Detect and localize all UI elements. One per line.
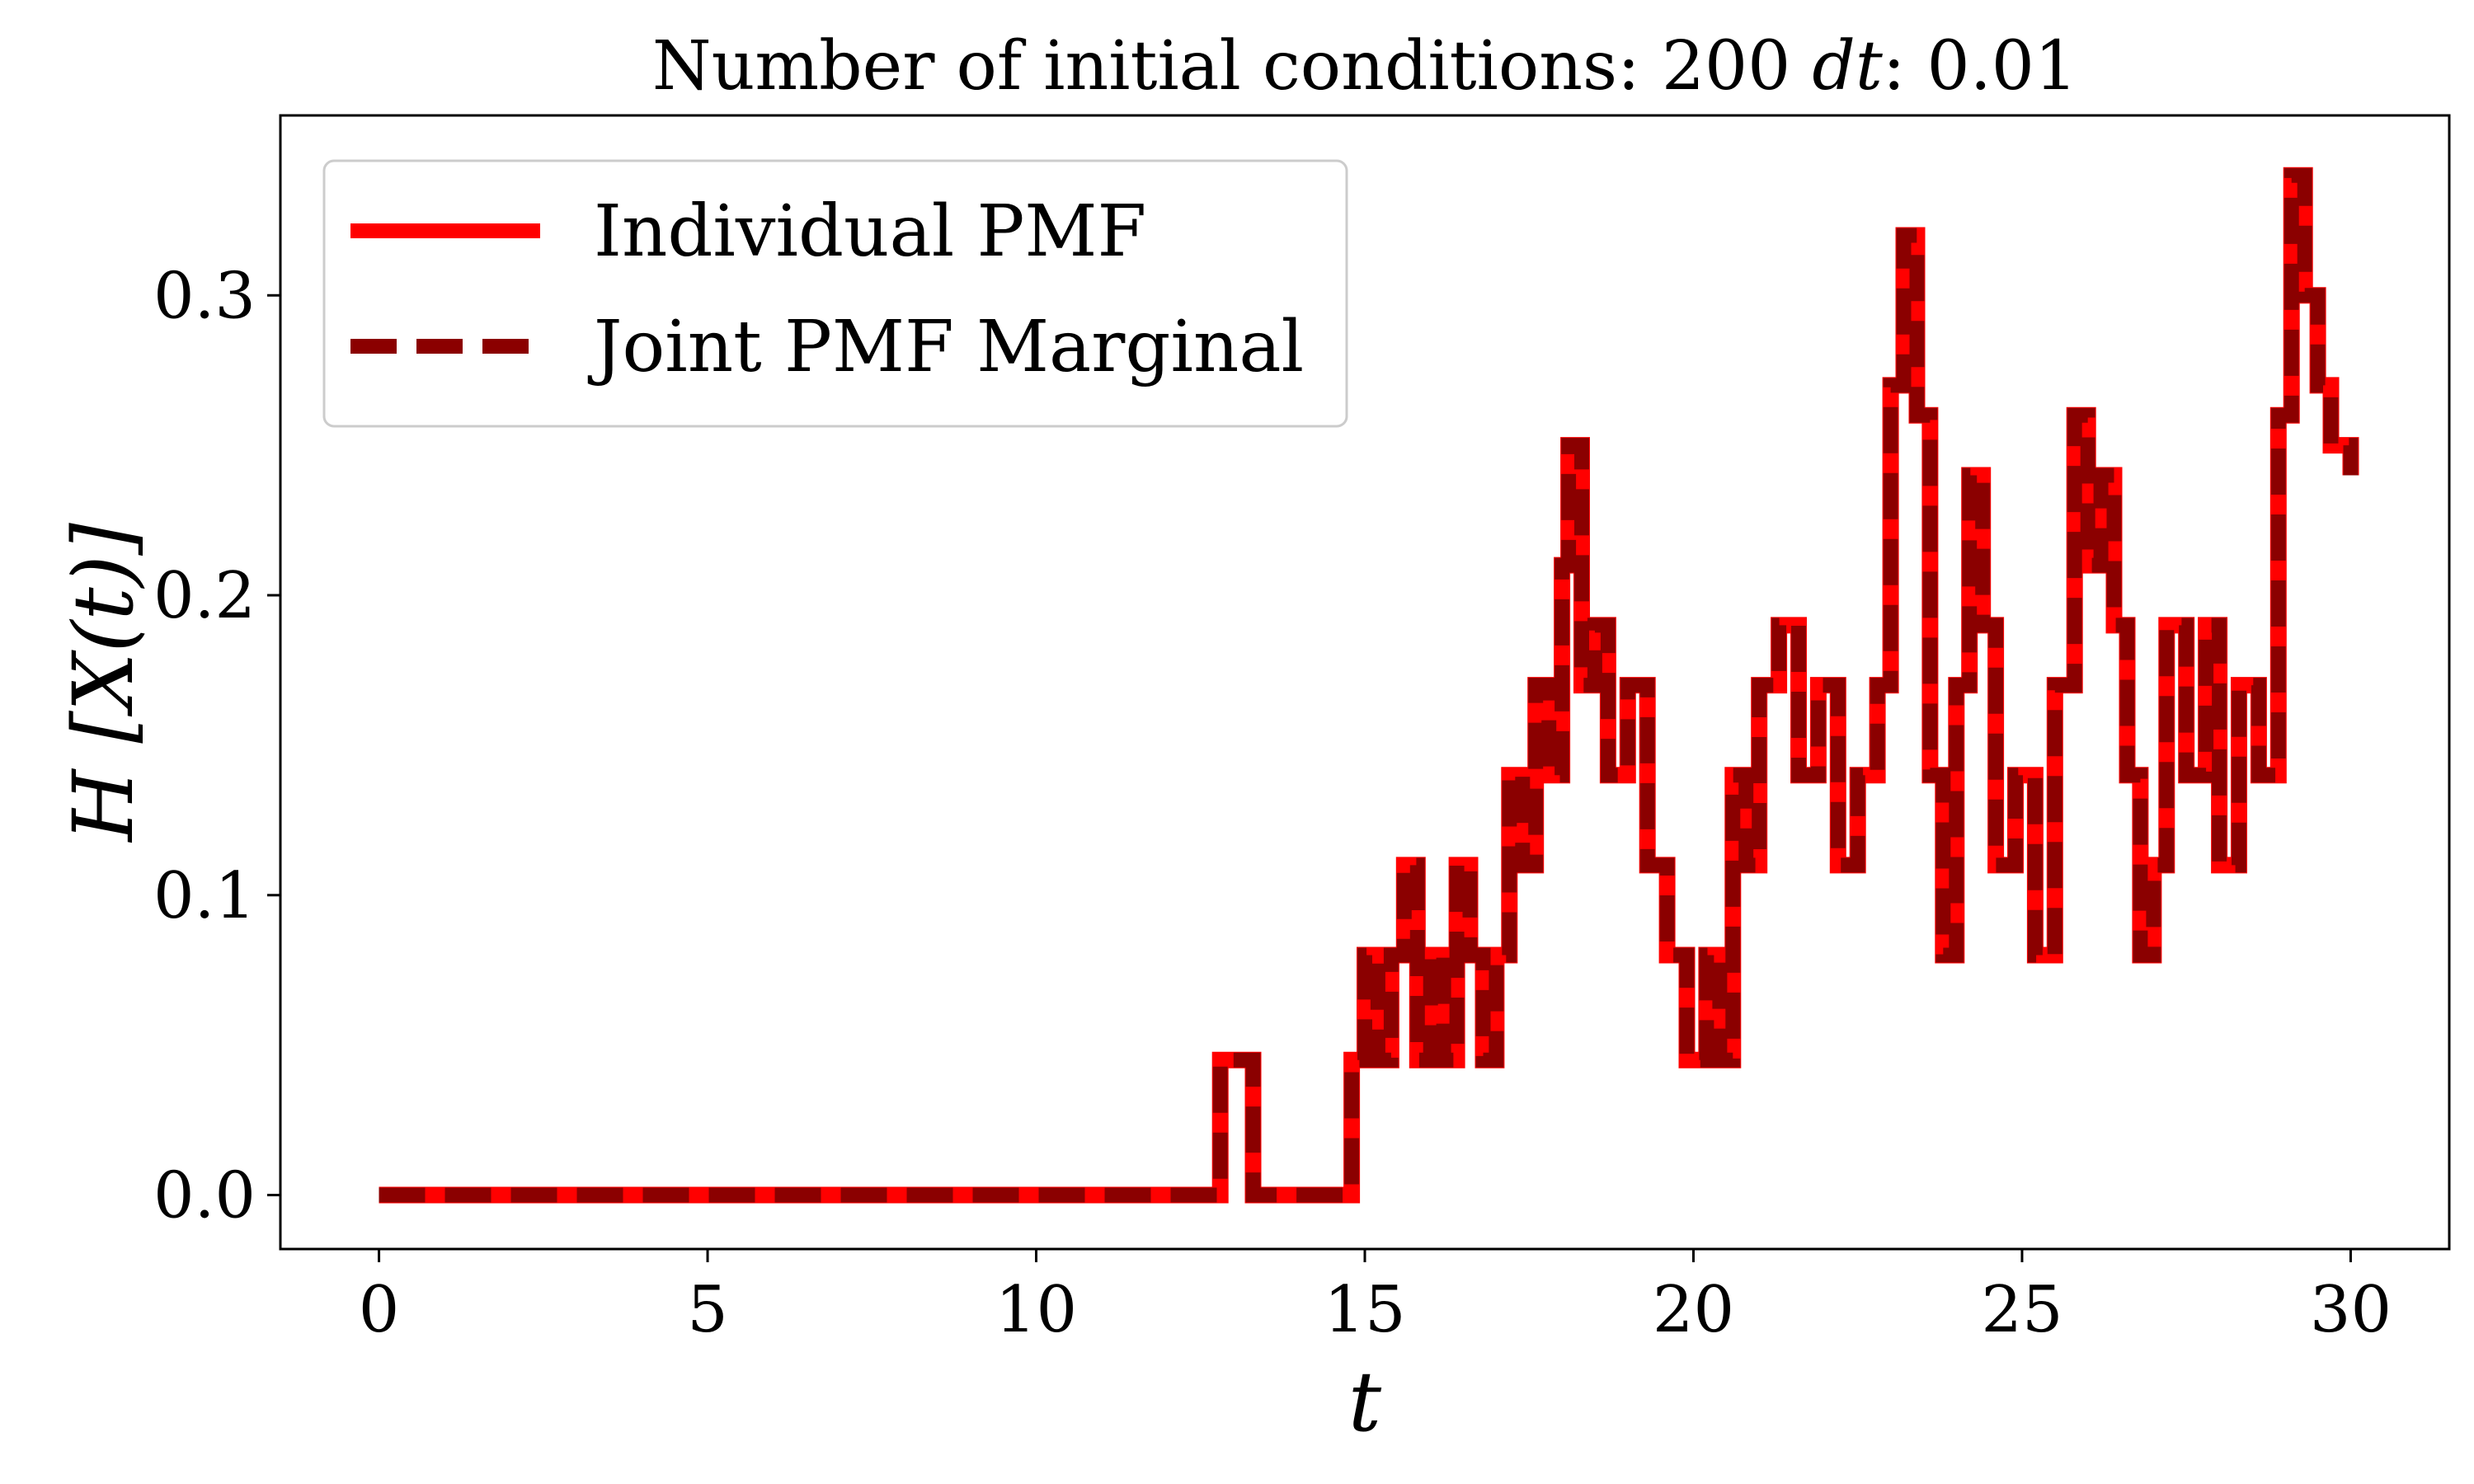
- legend-box: [322, 159, 1348, 428]
- x-tick-label: 5: [687, 1273, 728, 1347]
- plot-area: [379, 167, 2359, 1204]
- y-axis: 0.0 0.1 0.2 0.3: [153, 259, 280, 1233]
- x-tick-label: 10: [995, 1273, 1077, 1347]
- legend-label-individual-pmf: Individual PMF: [594, 190, 1146, 273]
- y-tick-label: 0.3: [153, 259, 256, 333]
- chart-title: Number of initial conditions: 200 dt: 0.…: [652, 27, 2077, 106]
- x-tick-label: 15: [1324, 1273, 1405, 1347]
- legend: Individual PMF Joint PMF Marginal: [322, 159, 1348, 428]
- x-tick-label: 25: [1981, 1273, 2062, 1347]
- y-tick-label: 0.1: [153, 859, 256, 933]
- x-tick-label: 0: [359, 1273, 400, 1347]
- x-tick-label: 20: [1653, 1273, 1734, 1347]
- x-tick-label: 30: [2310, 1273, 2392, 1347]
- y-axis-label: H [X(t)]: [55, 522, 152, 843]
- series-line-joint-pmf-marginal: [379, 167, 2359, 1203]
- x-axis: 0 5 10 15 20 25 30: [359, 1249, 2392, 1347]
- x-axis-label: t: [1348, 1354, 1382, 1450]
- legend-label-joint-pmf-marginal: Joint PMF Marginal: [587, 306, 1304, 388]
- y-tick-label: 0.2: [153, 559, 256, 633]
- y-tick-label: 0.0: [153, 1159, 256, 1233]
